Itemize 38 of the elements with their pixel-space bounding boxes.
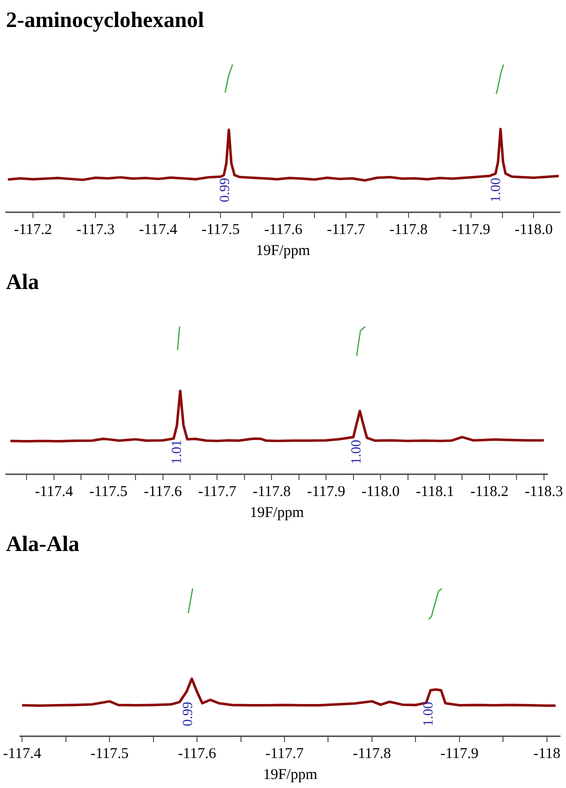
annotation: 1.00 (349, 440, 364, 464)
x-tick-label: -117.8 (252, 484, 291, 500)
chart-title: Ala-Ala (6, 530, 80, 556)
x-tick-label: -117.5 (202, 222, 240, 238)
chart-title: 2-aminocyclohexanol (6, 6, 204, 32)
x-tick-label: -117.6 (178, 746, 217, 762)
x-tick-label: -117.7 (198, 484, 237, 500)
annotation: 0.99 (218, 178, 233, 202)
x-tick-label: -117.9 (307, 484, 346, 500)
x-tick-label: -117.5 (90, 746, 129, 762)
x-tick-label: -117.4 (139, 222, 178, 238)
x-tick-label: -118 (533, 746, 560, 762)
x-tick-label: -117.3 (76, 222, 115, 238)
x-tick-label: -118.2 (470, 484, 509, 500)
x-tick-label: -117.7 (265, 746, 304, 762)
x-axis-title: 19F/ppm (256, 242, 310, 259)
x-tick-label: -118.0 (361, 484, 400, 500)
x-tick-label: -117.2 (14, 222, 52, 238)
x-tick-label: -117.4 (34, 484, 74, 500)
x-tick-label: -117.7 (326, 222, 366, 238)
x-tick-label: -118.3 (524, 484, 563, 500)
annotation: 1.00 (488, 178, 504, 202)
x-tick-label: -117.9 (452, 222, 490, 238)
annotation: 0.99 (180, 702, 196, 726)
annotation: 1.01 (170, 440, 186, 464)
chart-title: Ala (6, 268, 39, 294)
x-tick-label: -118.1 (416, 484, 454, 500)
x-tick-label: -118.0 (514, 222, 553, 238)
x-tick-label: -117.4 (3, 746, 42, 762)
x-axis-title: 19F/ppm (263, 766, 318, 783)
x-tick-label: -117.9 (440, 746, 479, 762)
x-tick-label: -117.8 (352, 746, 392, 762)
x-axis-title: 19F/ppm (250, 504, 304, 521)
x-tick-label: -117.6 (264, 222, 303, 238)
annotation: 1.00 (421, 702, 436, 726)
x-tick-label: -117.8 (389, 222, 428, 238)
x-tick-label: -117.5 (89, 484, 128, 500)
x-tick-label: -117.6 (144, 484, 182, 500)
